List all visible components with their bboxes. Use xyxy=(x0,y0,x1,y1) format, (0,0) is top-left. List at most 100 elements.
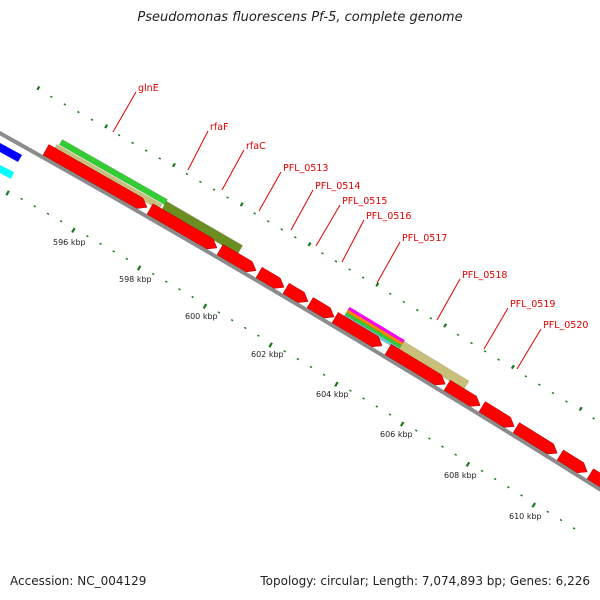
gene-label-pfl-0519[interactable]: PFL_0519 xyxy=(510,299,555,310)
gene-label-pfl-0514[interactable]: PFL_0514 xyxy=(315,181,360,192)
scale-label-598: 598 kbp xyxy=(119,275,152,284)
outer-tick xyxy=(470,341,473,345)
feature-cyan-partial[interactable] xyxy=(0,165,14,179)
inner-tick xyxy=(531,502,536,508)
label-leader-lines xyxy=(112,91,542,370)
inner-tick xyxy=(507,486,510,489)
outer-tick xyxy=(266,220,270,223)
cds-arrow[interactable] xyxy=(42,144,148,209)
outer-tick xyxy=(443,323,448,328)
accession-text: Accession: NC_004129 xyxy=(10,574,147,588)
leader-line xyxy=(341,219,365,263)
scale-label-610: 610 kbp xyxy=(509,512,542,521)
cds-arrow[interactable] xyxy=(282,282,309,303)
inner-tick xyxy=(71,227,76,233)
gene-labels: glnE rfaF rfaC PFL_0513 PFL_0514 PFL_051… xyxy=(138,83,588,331)
outer-tick xyxy=(565,400,568,403)
cds-arrow[interactable] xyxy=(306,297,335,319)
outer-tick xyxy=(388,292,392,296)
leader-line xyxy=(436,278,461,321)
leader-line xyxy=(483,307,509,350)
inner-tick xyxy=(349,389,352,392)
outer-tick xyxy=(578,406,583,412)
cds-arrow[interactable] xyxy=(586,468,600,490)
outer-tick xyxy=(538,383,541,386)
inner-tick xyxy=(59,220,63,223)
cds-arrow[interactable] xyxy=(512,422,558,455)
gene-label-pfl-0513[interactable]: PFL_0513 xyxy=(283,163,328,174)
leader-line xyxy=(290,189,314,231)
inner-tick xyxy=(296,357,300,361)
outer-tick xyxy=(77,110,80,114)
outer-tick xyxy=(334,260,338,263)
leader-line xyxy=(258,171,282,212)
leader-line xyxy=(315,204,341,247)
gene-label-rfaf[interactable]: rfaF xyxy=(210,122,229,133)
gene-label-pfl-0518[interactable]: PFL_0518 xyxy=(462,270,507,281)
cds-arrow[interactable] xyxy=(216,244,257,273)
outer-tick xyxy=(321,252,324,255)
genome-summary-text: Topology: circular; Length: 7,074,893 bp… xyxy=(260,574,590,588)
gene-label-pfl-0520[interactable]: PFL_0520 xyxy=(543,320,588,331)
inner-tick xyxy=(46,212,50,215)
cds-arrow[interactable] xyxy=(556,449,588,474)
outer-tick xyxy=(63,103,67,106)
outer-tick xyxy=(294,236,297,239)
feature-glne-khaki[interactable] xyxy=(53,143,163,211)
inner-tick xyxy=(414,429,418,432)
gene-label-pfl-0515[interactable]: PFL_0515 xyxy=(342,196,387,207)
inner-tick xyxy=(493,477,497,481)
leader-line xyxy=(376,241,401,284)
outer-tick-marks xyxy=(36,85,595,420)
inner-tick xyxy=(178,288,181,291)
outer-tick xyxy=(199,180,202,184)
inner-tick xyxy=(243,326,247,330)
inner-tick xyxy=(572,527,576,530)
outer-tick xyxy=(239,202,244,207)
leader-line xyxy=(221,149,245,191)
outer-tick xyxy=(253,212,256,215)
gene-label-glne[interactable]: glnE xyxy=(138,83,159,94)
inner-tick xyxy=(388,413,392,416)
inner-tick xyxy=(136,265,142,271)
scale-label-602: 602 kbp xyxy=(251,350,284,359)
inner-tick xyxy=(191,295,194,299)
cds-arrow[interactable] xyxy=(443,379,481,407)
inner-tick xyxy=(20,197,23,201)
genome-backbone xyxy=(0,130,600,492)
inner-tick xyxy=(151,272,155,276)
outer-tick xyxy=(36,85,41,91)
outer-tick xyxy=(456,333,460,337)
outer-tick xyxy=(104,124,109,129)
cds-arrow[interactable] xyxy=(384,343,446,386)
leader-line xyxy=(112,91,137,133)
inner-tick xyxy=(428,437,431,440)
gene-label-rfac[interactable]: rfaC xyxy=(246,141,266,152)
outer-tick xyxy=(226,196,229,199)
inner-tick xyxy=(230,318,234,322)
cds-arrow[interactable] xyxy=(331,312,383,348)
outer-tick xyxy=(171,162,176,168)
outer-tick xyxy=(416,308,419,312)
outer-tick xyxy=(375,282,380,287)
inner-tick xyxy=(283,350,287,353)
inner-tick xyxy=(520,494,523,497)
feature-blue-partial[interactable] xyxy=(0,143,22,162)
inner-tick xyxy=(5,190,10,196)
outer-tick xyxy=(185,172,189,176)
inner-tick xyxy=(441,445,444,448)
outer-tick xyxy=(483,350,487,353)
inner-tick xyxy=(399,421,405,427)
inner-tick xyxy=(375,405,379,408)
inner-tick xyxy=(454,453,458,456)
inner-tick xyxy=(322,373,326,377)
gene-label-pfl-0517[interactable]: PFL_0517 xyxy=(402,233,447,244)
inner-tick xyxy=(334,381,339,387)
cds-arrow[interactable] xyxy=(255,266,285,289)
map-title: Pseudomonas fluorescens Pf-5, complete g… xyxy=(137,10,463,25)
cds-arrow[interactable] xyxy=(478,401,515,428)
gene-label-pfl-0516[interactable]: PFL_0516 xyxy=(366,211,411,222)
outer-tick xyxy=(307,241,312,247)
cds-arrow[interactable] xyxy=(146,203,218,250)
